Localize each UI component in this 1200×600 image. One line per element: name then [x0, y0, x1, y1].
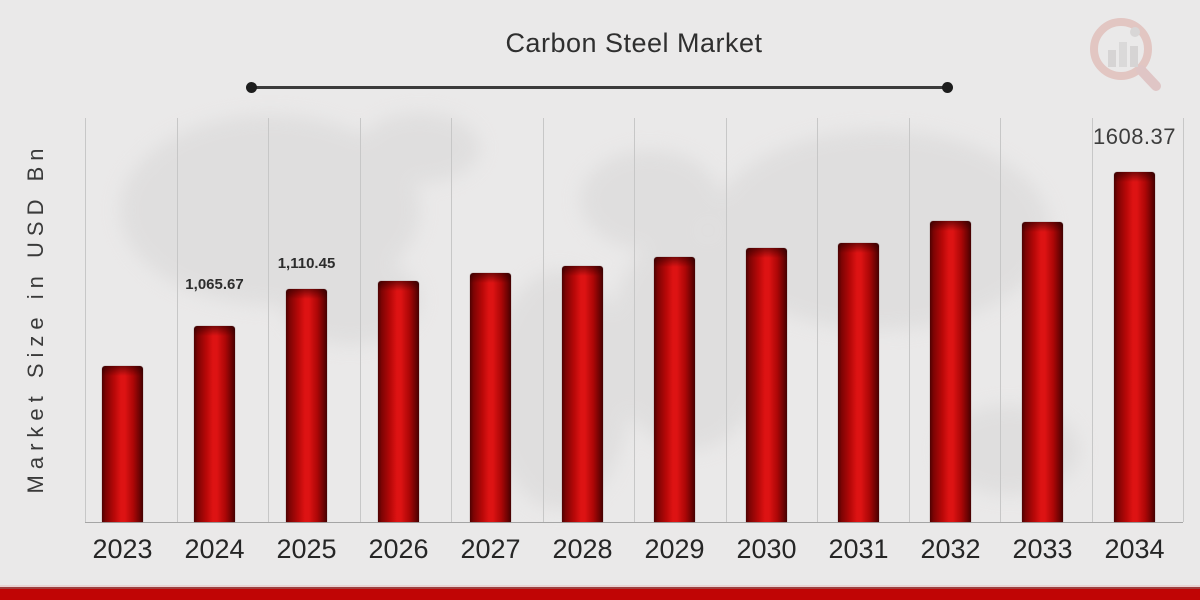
x-tick-2025: 2025: [276, 534, 337, 564]
gridline: [817, 118, 818, 522]
gridline: [85, 118, 86, 522]
bar-2030: [746, 248, 787, 522]
x-tick-2031: 2031: [828, 534, 889, 564]
value-label-2034: 1608.37: [1092, 124, 1177, 149]
gridline: [725, 118, 727, 522]
bar-2034: [1114, 172, 1155, 522]
footer-stripe: [0, 585, 1200, 600]
gridline: [634, 118, 635, 522]
underline-right-dot-icon: [942, 82, 953, 93]
gridline: [542, 118, 544, 522]
x-tick-2032: 2032: [920, 534, 981, 564]
gridline: [359, 118, 361, 522]
y-axis-label: Market Size in USD Bn: [23, 142, 48, 494]
x-tick-2028: 2028: [552, 534, 613, 564]
chart-title: Carbon Steel Market: [505, 28, 763, 58]
x-tick-2027: 2027: [460, 534, 521, 564]
underline-left-dot-icon: [246, 82, 257, 93]
gridline: [908, 118, 910, 522]
bar-2024: [194, 326, 235, 522]
bar-2026: [378, 281, 419, 522]
x-tick-2024: 2024: [184, 534, 245, 564]
plot-area: 1,065.67 1,110.45 1608.37: [85, 118, 1184, 523]
x-tick-2029: 2029: [644, 534, 705, 564]
bar-2029: [654, 257, 695, 522]
magnifier-bar-chart-logo-icon: [1090, 18, 1161, 91]
x-tick-2030: 2030: [736, 534, 797, 564]
bar-2033: [1022, 222, 1063, 522]
gridline: [1000, 118, 1001, 522]
bar-2031: [838, 243, 879, 522]
bar-2025: [286, 289, 327, 522]
gridline: [1091, 118, 1093, 522]
value-label-2024: 1,065.67: [185, 276, 244, 293]
bar-2028: [562, 266, 603, 522]
gridline: [176, 118, 178, 522]
gridline: [451, 118, 452, 522]
gridline: [1183, 118, 1184, 522]
title-underline: [246, 82, 953, 93]
gridline: [268, 118, 269, 522]
bar-2023: [102, 366, 143, 522]
value-label-2025: 1,110.45: [277, 255, 336, 272]
x-tick-2034: 2034: [1104, 534, 1165, 564]
bar-2027: [470, 273, 511, 522]
x-tick-2026: 2026: [368, 534, 429, 564]
x-tick-2033: 2033: [1012, 534, 1073, 564]
bar-2032: [930, 221, 971, 522]
x-tick-2023: 2023: [92, 534, 153, 564]
